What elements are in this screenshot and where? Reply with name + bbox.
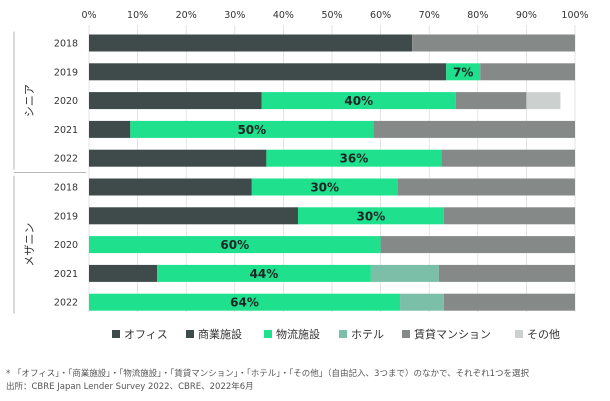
- legend-swatch: [112, 330, 120, 338]
- bar-segment: [397, 178, 575, 196]
- x-tick-label: 100%: [561, 10, 588, 21]
- legend-label: 商業施設: [198, 327, 242, 341]
- legend-label: オフィス: [124, 328, 168, 341]
- bar-segment: [261, 92, 456, 110]
- bar-segment: [380, 236, 575, 254]
- bar-segment: [89, 120, 131, 138]
- bar-segment: [266, 149, 442, 167]
- x-tick-label: 50%: [321, 10, 342, 21]
- bar-segment: [89, 34, 413, 52]
- y-category-label: 2020: [54, 96, 78, 107]
- group-label: メザニン: [23, 223, 36, 267]
- x-tick-label: 70%: [419, 10, 440, 21]
- x-tick-label: 0%: [81, 10, 96, 21]
- legend-swatch: [339, 330, 347, 338]
- y-category-label: 2018: [54, 39, 78, 50]
- legend-label: その他: [527, 328, 560, 341]
- legend-swatch: [186, 330, 194, 338]
- bar-segment: [89, 236, 381, 254]
- bar-segment: [89, 178, 252, 196]
- x-tick-label: 30%: [224, 10, 245, 21]
- group-label: シニア: [23, 84, 36, 117]
- legend-swatch: [264, 330, 272, 338]
- legend-swatch: [515, 330, 523, 338]
- data-label: 64%: [230, 296, 259, 310]
- bar-segment: [89, 293, 401, 311]
- bar-segment: [130, 120, 374, 138]
- bar-segment: [157, 264, 371, 282]
- y-category-label: 2022: [54, 298, 78, 309]
- y-category-label: 2021: [54, 125, 78, 136]
- footnote-source: 出所：CBRE Japan Lender Survey 2022、CBRE、20…: [6, 382, 254, 392]
- bar-segment: [526, 92, 561, 110]
- bar-segment: [89, 264, 158, 282]
- data-label: 36%: [340, 152, 369, 166]
- bar-segment: [441, 149, 575, 167]
- legend-label: 賃貸マンション: [414, 327, 491, 341]
- data-label: 60%: [220, 238, 249, 252]
- bar-segment: [89, 207, 298, 225]
- y-category-label: 2019: [54, 67, 78, 78]
- data-label: 30%: [310, 181, 339, 195]
- data-label: 40%: [344, 94, 373, 108]
- y-category-label: 2021: [54, 269, 78, 280]
- legend-label: 物流施設: [276, 327, 320, 341]
- y-category-label: 2018: [54, 183, 78, 194]
- x-tick-label: 40%: [273, 10, 294, 21]
- bar-segment: [370, 264, 439, 282]
- data-label: 30%: [357, 209, 386, 223]
- y-category-label: 2022: [54, 154, 78, 165]
- bar-segment: [373, 120, 575, 138]
- bar-segment: [412, 34, 575, 52]
- x-tick-label: 80%: [467, 10, 488, 21]
- bar-segment: [455, 92, 527, 110]
- x-tick-label: 20%: [176, 10, 197, 21]
- bar-segment: [480, 63, 575, 81]
- data-label: 7%: [453, 65, 473, 79]
- x-tick-label: 60%: [370, 10, 391, 21]
- bar-segment: [89, 92, 262, 110]
- legend-swatch: [402, 330, 410, 338]
- data-label: 50%: [237, 123, 266, 137]
- bar-segment: [400, 293, 444, 311]
- bar-segment: [443, 293, 575, 311]
- bar-segment: [438, 264, 575, 282]
- bar-segment: [251, 178, 398, 196]
- bar-segment: [446, 63, 481, 81]
- legend-label: ホテル: [351, 328, 384, 341]
- bar-segment: [89, 149, 267, 167]
- data-label: 44%: [250, 267, 279, 281]
- footnote-survey-note: * 「オフィス」・「商業施設」・「物流施設」・「賃貸マンション」・「ホテル」・「…: [6, 369, 530, 379]
- x-tick-label: 10%: [127, 10, 148, 21]
- bar-segment: [297, 207, 444, 225]
- bar-segment: [89, 63, 447, 81]
- bar-segment: [443, 207, 575, 225]
- y-category-label: 2019: [54, 211, 78, 222]
- x-tick-label: 90%: [516, 10, 537, 21]
- y-category-label: 2020: [54, 240, 78, 251]
